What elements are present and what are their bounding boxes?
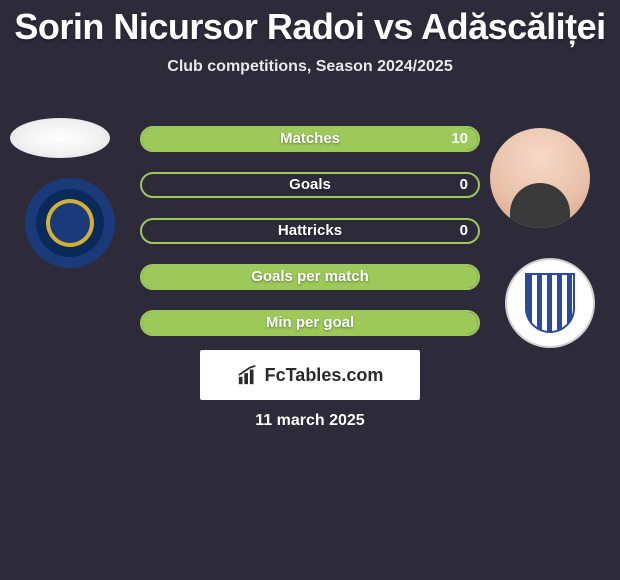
player-left-avatar bbox=[10, 118, 110, 158]
chart-icon bbox=[237, 364, 259, 386]
club-left-logo-inner bbox=[50, 203, 90, 243]
club-right-logo bbox=[505, 258, 595, 348]
bar-row: Goals0 bbox=[140, 172, 480, 198]
bar-label: Hattricks bbox=[142, 220, 478, 242]
bar-label: Goals bbox=[142, 174, 478, 196]
bar-label: Goals per match bbox=[142, 266, 478, 288]
player-right-avatar bbox=[490, 128, 590, 228]
bar-row: Hattricks0 bbox=[140, 218, 480, 244]
date-label: 11 march 2025 bbox=[0, 412, 620, 430]
bar-value-right: 0 bbox=[460, 174, 468, 196]
bar-row: Min per goal bbox=[140, 310, 480, 336]
club-right-logo-inner bbox=[525, 273, 575, 333]
bar-label: Matches bbox=[142, 128, 478, 150]
page-title: Sorin Nicursor Radoi vs Adăscăliței bbox=[0, 0, 620, 48]
brand-badge: FcTables.com bbox=[200, 350, 420, 400]
bar-label: Min per goal bbox=[142, 312, 478, 334]
bar-row: Goals per match bbox=[140, 264, 480, 290]
comparison-bars: Matches10Goals0Hattricks0Goals per match… bbox=[140, 126, 480, 356]
subtitle: Club competitions, Season 2024/2025 bbox=[0, 58, 620, 76]
club-left-logo bbox=[25, 178, 115, 268]
brand-text: FcTables.com bbox=[265, 365, 384, 386]
bar-value-right: 0 bbox=[460, 220, 468, 242]
bar-row: Matches10 bbox=[140, 126, 480, 152]
bar-value-right: 10 bbox=[451, 128, 468, 150]
